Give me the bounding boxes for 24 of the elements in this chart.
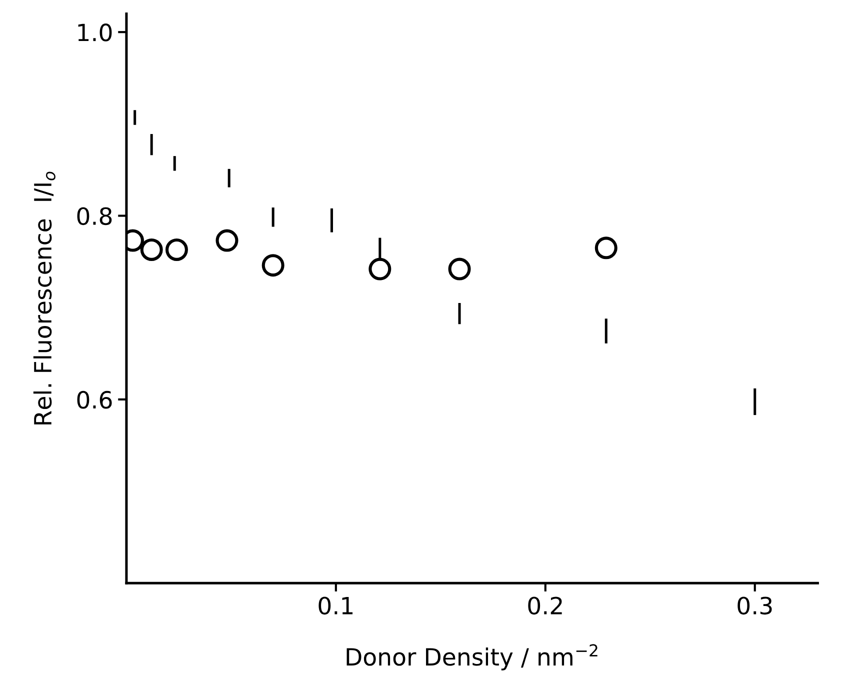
point [368,258,392,280]
y-tick-label: 1.0 [78,24,112,42]
x-tick-label: 0.1 [318,596,353,615]
bar [134,110,136,125]
point [165,238,188,261]
bar [604,318,608,344]
bar [150,134,153,156]
y-axis-title: Rel. Fluorescence I/I$_{o}$ [33,172,56,424]
point [448,258,471,280]
point [216,229,238,252]
x-tick-label: 0.2 [528,596,562,615]
x-tick-label: 0.3 [738,596,772,615]
point [594,236,618,260]
y-tick-label: 0.6 [77,390,112,409]
x-axis-title: Donor Density / nm$^{−2}$ [346,644,598,670]
bar [228,168,230,188]
bar [754,388,756,416]
bar [458,303,461,324]
bar [173,156,176,171]
bar [272,207,274,227]
bar [330,208,333,232]
point [262,254,284,277]
point [140,238,163,261]
y-tick-label: 0.8 [77,207,112,226]
